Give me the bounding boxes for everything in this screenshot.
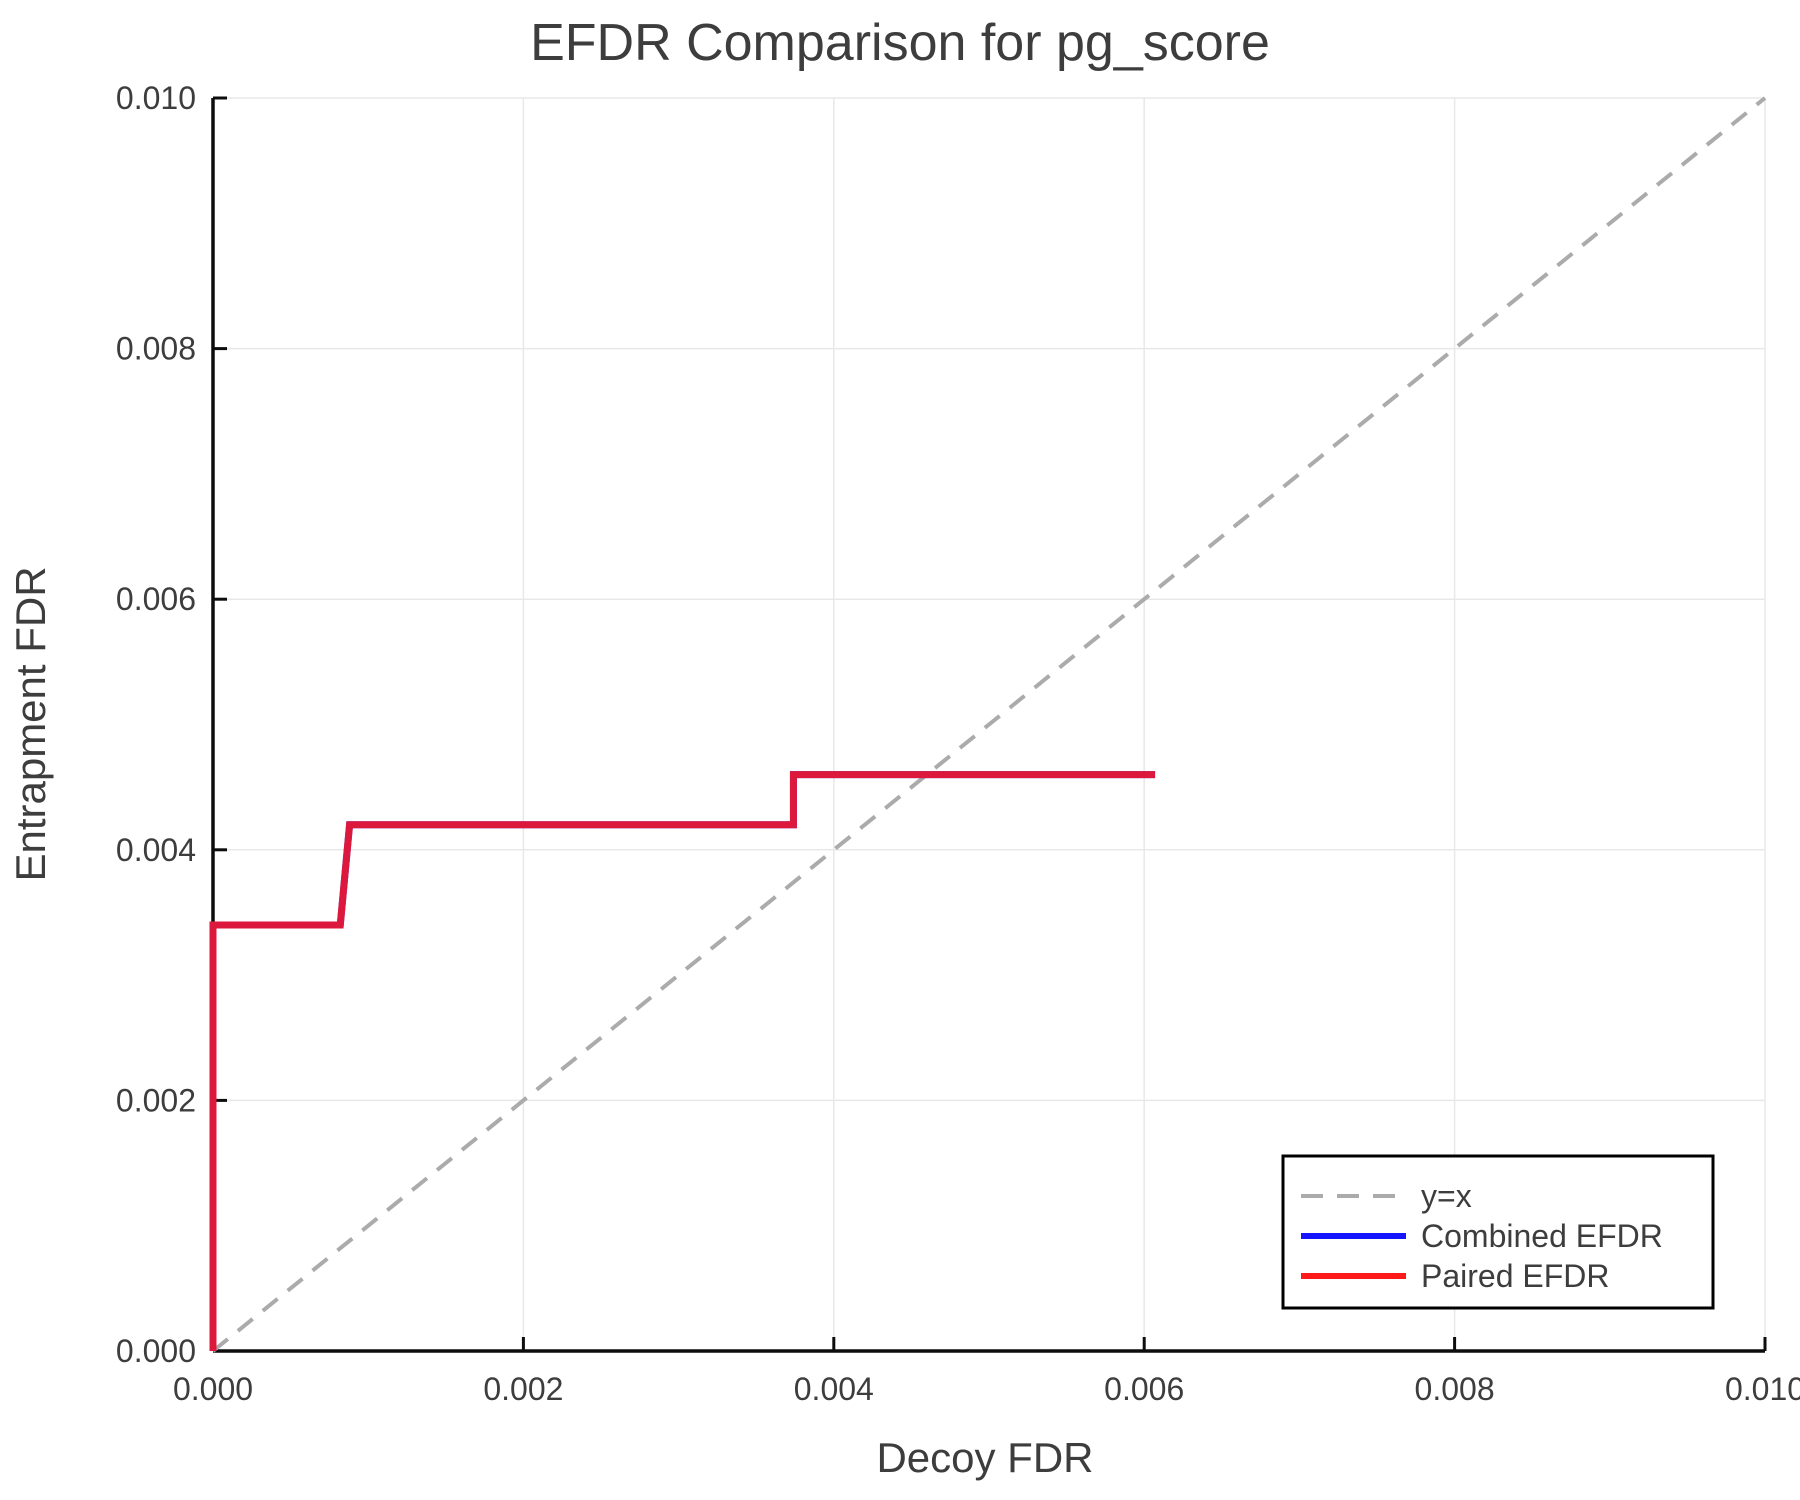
x-axis-label: Decoy FDR — [876, 1434, 1093, 1481]
legend: y=x Combined EFDR Paired EFDR — [1281, 1154, 1715, 1310]
y-tick-label: 0.008 — [116, 331, 196, 367]
x-tick-label: 0.006 — [1104, 1371, 1184, 1407]
y-tick-label: 0.002 — [116, 1082, 196, 1118]
legend-label-paired-efdr: Paired EFDR — [1421, 1258, 1610, 1294]
y-tick-label: 0.004 — [116, 832, 196, 868]
data-series — [209, 96, 1767, 1353]
chart-title: EFDR Comparison for pg_score — [530, 14, 1270, 72]
series-line-combined-efdr — [209, 771, 1156, 1351]
legend-box — [1281, 1154, 1715, 1310]
x-tick-label: 0.002 — [483, 1371, 563, 1407]
y-axis-label: Entrapment FDR — [7, 566, 54, 881]
x-tick-label: 0.000 — [173, 1371, 253, 1407]
series-line-paired-efdr — [209, 771, 1156, 1351]
y-tick-label: 0.006 — [116, 581, 196, 617]
y-tick-label: 0.010 — [116, 80, 196, 116]
legend-label-y-equals-x: y=x — [1421, 1178, 1472, 1214]
x-tick-label: 0.008 — [1415, 1371, 1495, 1407]
x-tick-label: 0.010 — [1725, 1371, 1800, 1407]
x-tick-label: 0.004 — [794, 1371, 874, 1407]
series-line-y-x — [211, 96, 1767, 1353]
y-tick-label: 0.000 — [116, 1333, 196, 1369]
tick-labels: 0.000 0.002 0.004 0.006 0.008 0.010 0.000 0.002… — [116, 80, 1800, 1407]
legend-label-combined-efdr: Combined EFDR — [1421, 1218, 1663, 1254]
